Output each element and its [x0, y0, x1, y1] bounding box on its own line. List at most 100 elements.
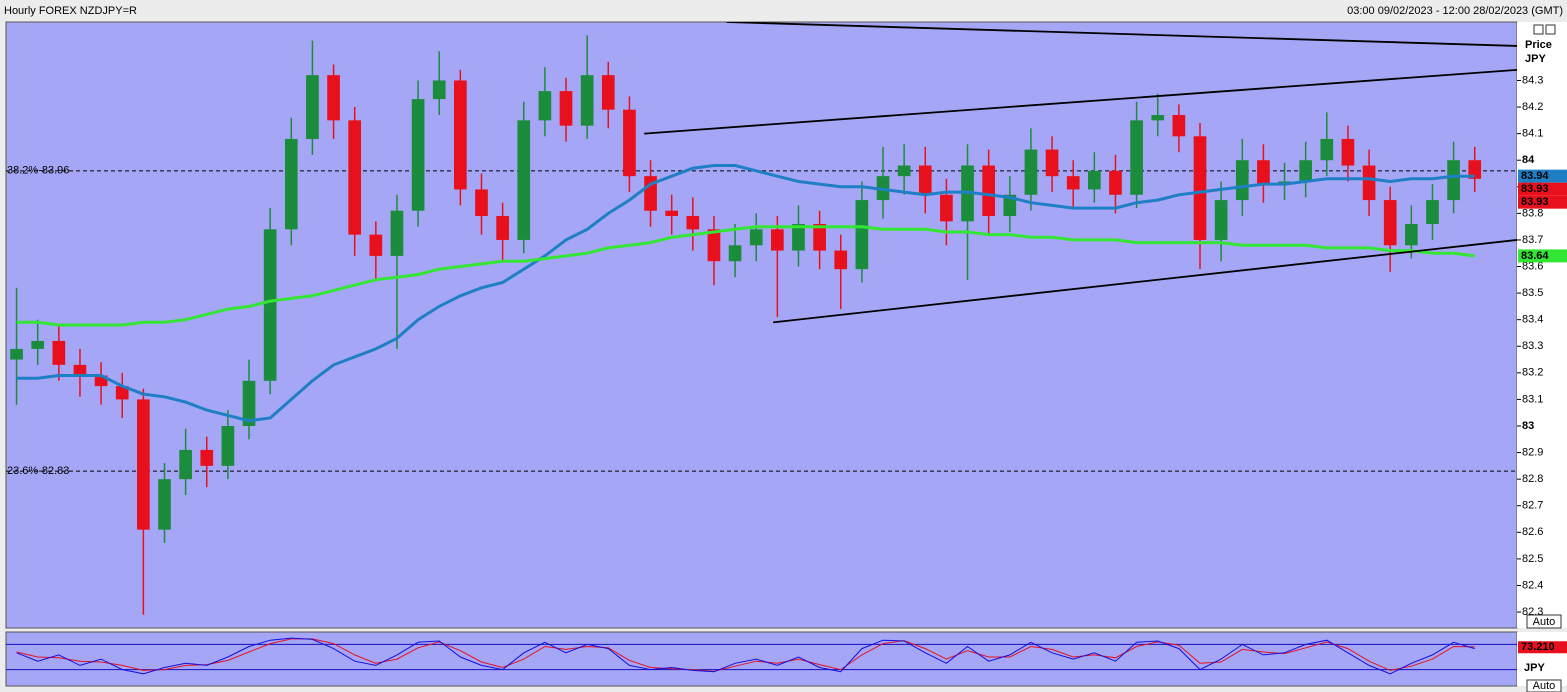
price-tag — [1518, 195, 1567, 209]
candle-body — [1066, 176, 1080, 190]
y-tick-label: 83.4 — [1522, 314, 1543, 326]
scale-button[interactable] — [1526, 614, 1562, 629]
chart-subtitle: 03:00 09/02/2023 - 12:00 28/02/2023 (GMT… — [1347, 5, 1563, 17]
candle-body — [792, 224, 805, 251]
candle-body — [1024, 149, 1038, 195]
candle-body — [686, 216, 700, 230]
candle-body — [263, 229, 277, 381]
y-tick-label: 84.1 — [1522, 128, 1543, 140]
candle-body — [749, 229, 763, 246]
axis-label: Price — [1525, 39, 1552, 51]
plot-area — [5, 21, 1518, 629]
y-tick-label: 83.1 — [1522, 393, 1543, 405]
y-tick-label: 82.7 — [1522, 500, 1543, 512]
candle-body — [1235, 160, 1249, 201]
scale-mode: Auto — [1533, 616, 1556, 628]
y-tick-label: 82.3 — [1522, 606, 1543, 618]
candle-body — [1383, 200, 1397, 246]
candle-body — [855, 200, 869, 270]
candle-body — [454, 80, 467, 190]
fib-label: 23.6%-82.83 — [7, 465, 69, 477]
candle-body — [1088, 170, 1101, 190]
osc-axis — [1517, 632, 1567, 686]
y-tick-label: 83 — [1522, 420, 1534, 432]
candle-body — [1045, 149, 1059, 177]
candle-body — [771, 229, 784, 251]
candle-body — [242, 380, 256, 426]
candle-body — [580, 75, 594, 126]
candle-body — [1257, 160, 1270, 185]
candle-body — [1193, 136, 1207, 240]
candle-body — [1404, 224, 1418, 246]
candle-body — [94, 375, 108, 387]
moving-average — [16, 164, 1475, 423]
candle-body — [73, 364, 87, 376]
moving-average — [16, 225, 1475, 327]
candle-body — [348, 120, 362, 235]
osc-scale-button[interactable] — [1526, 679, 1562, 692]
candle-body — [897, 165, 911, 177]
plot-layer: 38.2%-83.96 23.6%-82.83 — [6, 22, 1517, 615]
candle-body — [834, 250, 848, 270]
candle-body — [982, 165, 996, 217]
chart-title: Hourly FOREX NZDJPY=R — [4, 5, 137, 17]
candle-body — [1468, 160, 1482, 179]
candle-body — [52, 340, 66, 365]
y-tick-label: 83.7 — [1522, 234, 1543, 246]
panel-button[interactable] — [1533, 24, 1544, 35]
price-tag — [1518, 182, 1567, 196]
y-tick-label: 84.3 — [1522, 74, 1543, 86]
candle-body — [475, 189, 488, 217]
candle-body — [623, 109, 636, 177]
axis-layer: 82.3 82.4 82.5 82.6 82.7 82.8 82.9 83 83.1 83.2 83… — [1517, 74, 1567, 654]
candle-body — [221, 426, 235, 466]
candle-body — [137, 399, 150, 530]
y-tick-label: 82.5 — [1522, 553, 1543, 565]
y-tick-label: 83.5 — [1522, 287, 1543, 299]
y-tick-label: 84 — [1522, 154, 1535, 166]
candle-body — [496, 216, 509, 240]
y-tick-label: 83.2 — [1522, 367, 1543, 379]
price-tag-label: 83.94 — [1521, 170, 1549, 182]
candle-body — [1109, 170, 1122, 195]
price-axis — [1517, 22, 1567, 628]
osc-tag-label: 73.210 — [1521, 641, 1555, 653]
candle-body — [728, 245, 742, 262]
y-tick-label: 82.9 — [1522, 446, 1543, 458]
trendline — [726, 22, 1517, 47]
candle-body — [10, 348, 23, 360]
candle-body — [665, 210, 679, 217]
candle-body — [559, 91, 573, 126]
candle-body — [284, 138, 298, 230]
candle-body — [1447, 160, 1460, 201]
osc-unit: JPY — [1524, 662, 1545, 674]
candle-body — [538, 91, 552, 121]
candle-body — [411, 99, 425, 211]
trendline — [773, 239, 1517, 324]
candle-body — [707, 229, 721, 262]
candle-body — [432, 80, 446, 100]
candle-body — [1172, 115, 1186, 137]
candle-body — [940, 194, 953, 222]
candle-body — [158, 479, 171, 530]
osc-tag — [1518, 641, 1567, 654]
y-tick-label: 82.8 — [1522, 473, 1543, 485]
candle-body — [31, 340, 45, 349]
candle-body — [1214, 200, 1228, 240]
candle-body — [1003, 194, 1017, 217]
candle-body — [306, 75, 319, 139]
candle-body — [1151, 115, 1165, 121]
osc-line — [16, 638, 1475, 672]
close-button[interactable] — [1545, 24, 1556, 35]
fib-label: 38.2%-83.96 — [7, 165, 69, 177]
price-tag-label: 83.93 — [1521, 196, 1549, 208]
candle-body — [1320, 138, 1334, 161]
osc-area — [5, 631, 1518, 687]
candle-body — [1426, 200, 1439, 224]
y-tick-label: 83.8 — [1522, 207, 1543, 219]
price-tag — [1518, 249, 1567, 263]
candle-body — [1341, 138, 1355, 166]
price-tag-label: 83.64 — [1521, 250, 1549, 262]
